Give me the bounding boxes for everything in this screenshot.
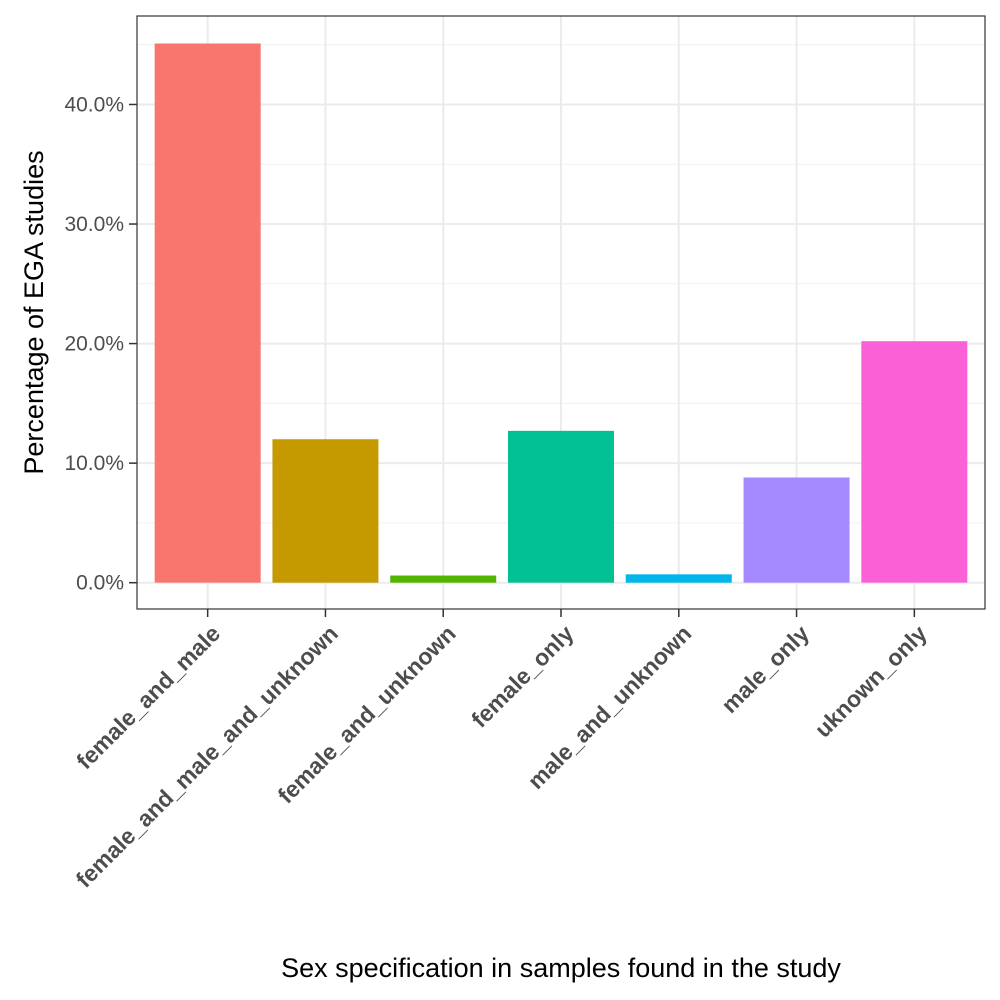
x-tick-labels: female_and_malefemale_and_male_and_unkno… bbox=[71, 620, 932, 893]
x-tick-label: male_only bbox=[716, 620, 814, 718]
bar-male_only bbox=[743, 477, 850, 583]
axis-ticks bbox=[129, 103, 916, 617]
y-tick-label: 20.0% bbox=[64, 333, 124, 356]
y-tick-label: 10.0% bbox=[64, 452, 124, 475]
bar-female_and_unknown bbox=[390, 575, 497, 583]
bar-uknown_only bbox=[861, 341, 968, 583]
bars bbox=[154, 43, 968, 583]
bar-female_and_male bbox=[154, 43, 261, 583]
y-axis-title: Percentage of EGA studies bbox=[19, 150, 49, 474]
x-tick-label: uknown_only bbox=[810, 620, 932, 742]
bar-male_and_unknown bbox=[625, 574, 732, 583]
bar-female_only bbox=[508, 430, 614, 583]
y-tick-labels: 0.0% 10.0% 20.0% 30.0% 40.0% bbox=[64, 93, 124, 594]
y-tick-label: 40.0% bbox=[64, 93, 124, 116]
bar-female_and_male_and_unknown bbox=[272, 439, 379, 583]
x-tick-label: female_and_male_and_unknown bbox=[71, 620, 343, 892]
y-tick-label: 30.0% bbox=[64, 213, 124, 236]
x-tick-label: female_only bbox=[466, 620, 579, 733]
x-axis-title: Sex specification in samples found in th… bbox=[281, 953, 841, 983]
y-tick-label: 0.0% bbox=[76, 572, 124, 595]
